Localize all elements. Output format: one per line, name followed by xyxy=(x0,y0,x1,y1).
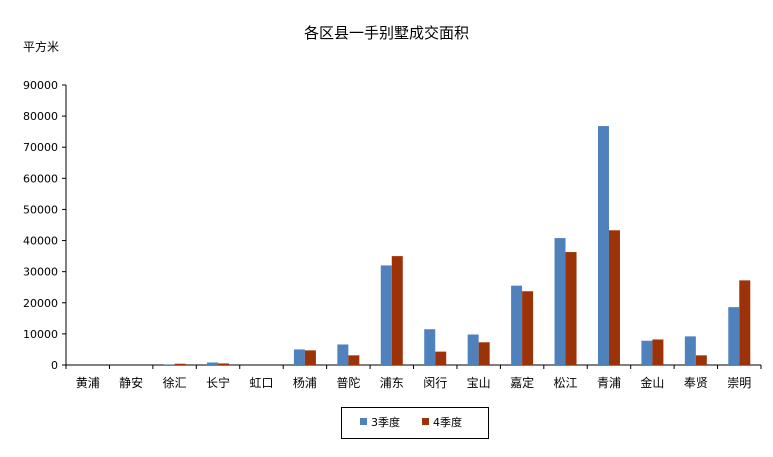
y-tick-label-9: 90000 xyxy=(23,79,58,92)
bar-series-1-cat-13 xyxy=(652,339,664,365)
bar-series-0-cat-2 xyxy=(163,364,175,365)
bar-series-1-cat-11 xyxy=(565,252,577,365)
bar-series-1-cat-6 xyxy=(348,355,360,365)
bar-series-0-cat-13 xyxy=(641,340,653,365)
legend-item-series-1: 4季度 xyxy=(422,416,462,430)
bar-series-1-cat-2 xyxy=(174,363,186,365)
bar-series-0-cat-5 xyxy=(293,349,305,365)
bar-series-1-cat-14 xyxy=(695,355,707,365)
y-tick-label-2: 20000 xyxy=(23,297,58,310)
x-tick-label-13: 金山 xyxy=(640,375,664,390)
bar-series-1-cat-12 xyxy=(608,230,620,365)
x-tick-label-5: 杨浦 xyxy=(293,375,317,390)
legend-label-series-1: 4季度 xyxy=(433,416,462,429)
bar-series-1-cat-5 xyxy=(304,350,316,365)
y-axis-unit-label: 平方米 xyxy=(23,40,60,54)
bar-series-0-cat-12 xyxy=(597,126,609,365)
x-tick-label-2: 徐汇 xyxy=(163,375,187,390)
x-tick-label-0: 黄浦 xyxy=(76,376,100,390)
y-tick-label-3: 30000 xyxy=(23,266,58,279)
x-tick-label-8: 闵行 xyxy=(423,375,447,390)
x-tick-label-9: 宝山 xyxy=(467,376,491,390)
x-tick-label-1: 静安 xyxy=(119,375,143,390)
bar-series-1-cat-8 xyxy=(435,351,447,365)
y-tick-label-6: 60000 xyxy=(23,172,58,185)
chart-title: 各区县一手别墅成交面积 xyxy=(303,24,469,42)
x-tick-label-7: 浦东 xyxy=(380,376,404,390)
y-tick-label-8: 80000 xyxy=(23,110,58,123)
legend-swatch-series-1 xyxy=(422,418,429,425)
bar-series-0-cat-8 xyxy=(424,329,436,365)
legend: 3季度 4季度 xyxy=(341,407,489,439)
x-tick-label-12: 青浦 xyxy=(597,376,621,390)
x-tick-label-3: 长宁 xyxy=(206,375,230,390)
x-tick-label-10: 嘉定 xyxy=(510,375,534,390)
legend-item-series-0: 3季度 xyxy=(360,416,400,430)
legend-swatch-series-0 xyxy=(360,418,367,425)
y-tick-label-5: 50000 xyxy=(23,203,58,216)
x-tick-label-6: 普陀 xyxy=(336,375,360,390)
bar-series-1-cat-7 xyxy=(391,256,403,365)
bar-series-0-cat-3 xyxy=(207,362,219,365)
legend-label-series-0: 3季度 xyxy=(371,416,400,429)
bar-series-1-cat-3 xyxy=(218,363,230,365)
bar-series-0-cat-9 xyxy=(467,334,479,365)
bar-series-1-cat-9 xyxy=(478,342,490,365)
bar-series-0-cat-14 xyxy=(684,336,696,365)
x-tick-label-15: 崇明 xyxy=(727,376,751,390)
bar-series-0-cat-11 xyxy=(554,238,566,365)
bar-series-1-cat-10 xyxy=(522,291,534,365)
y-tick-label-7: 70000 xyxy=(23,141,58,154)
y-tick-label-1: 10000 xyxy=(23,328,58,341)
bar-series-0-cat-10 xyxy=(511,285,523,365)
bar-series-1-cat-15 xyxy=(739,280,751,365)
x-tick-label-11: 松江 xyxy=(554,376,578,390)
y-tick-label-4: 40000 xyxy=(23,235,58,248)
bar-series-0-cat-7 xyxy=(380,265,392,365)
bar-series-0-cat-15 xyxy=(728,307,740,365)
bar-series-0-cat-6 xyxy=(337,344,349,365)
y-tick-label-0: 0 xyxy=(51,359,58,372)
x-tick-label-14: 奉贤 xyxy=(684,376,708,390)
x-tick-label-4: 虹口 xyxy=(249,376,273,390)
